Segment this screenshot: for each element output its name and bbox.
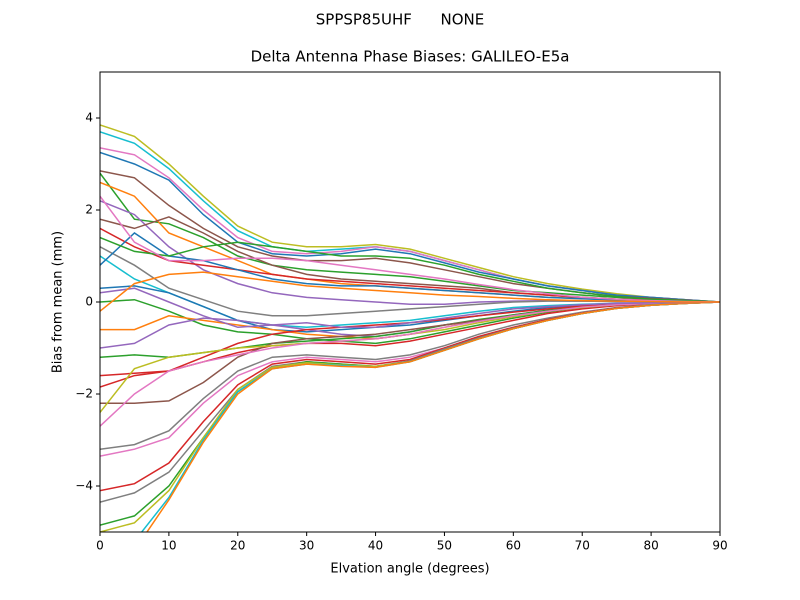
x-tick-label: 30: [299, 539, 314, 553]
series-line: [100, 287, 720, 329]
y-tick-label: −2: [75, 387, 93, 401]
x-tick-label: 0: [96, 539, 104, 553]
y-axis-label: Bias from mean (mm): [51, 231, 66, 373]
series-line: [100, 151, 720, 303]
series-line: [100, 255, 720, 329]
series-line: [100, 124, 720, 303]
series-line: [100, 301, 720, 532]
series-line: [100, 301, 720, 450]
suptitle: SPPSP85UHF NONE: [316, 11, 485, 29]
x-tick-label: 10: [161, 539, 176, 553]
series-line: [146, 301, 720, 532]
series-line: [100, 301, 720, 388]
x-tick-label: 70: [575, 539, 590, 553]
plot-area: [100, 124, 720, 532]
x-tick-label: 80: [643, 539, 658, 553]
series-line: [100, 301, 720, 427]
series-line: [100, 227, 720, 303]
series-line: [100, 195, 720, 303]
chart-title: Delta Antenna Phase Biases: GALILEO-E5a: [251, 48, 570, 66]
y-tick-label: −4: [75, 479, 93, 493]
x-tick-label: 60: [506, 539, 521, 553]
y-tick-label: 2: [85, 203, 93, 217]
series-line: [100, 271, 720, 312]
x-tick-label: 40: [368, 539, 383, 553]
series-line: [100, 147, 720, 303]
series-line: [100, 301, 720, 404]
x-tick-label: 50: [437, 539, 452, 553]
series-line: [100, 236, 720, 303]
series-line: [100, 172, 720, 303]
x-tick-label: 90: [712, 539, 727, 553]
y-tick-label: 4: [85, 111, 93, 125]
y-tick-label: 0: [85, 295, 93, 309]
x-axis-label: Elvation angle (degrees): [330, 562, 489, 577]
x-tick-label: 20: [230, 539, 245, 553]
